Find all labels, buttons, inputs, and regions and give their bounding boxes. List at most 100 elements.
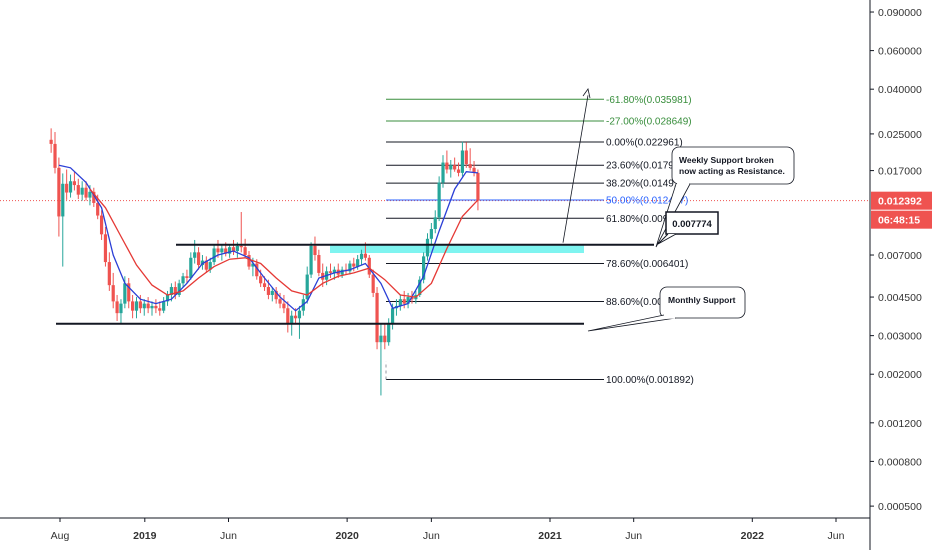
- candle-body: [406, 297, 410, 304]
- time-axis[interactable]: Aug 2019 Jun 2020 Jun 2021 Jun 2022 Jun: [0, 517, 870, 542]
- countdown-label: 06:48:15: [878, 215, 920, 227]
- candle-body: [441, 162, 445, 183]
- fibonacci-retracement[interactable]: -61.80%(0.035981) -27.00%(0.028649) 0.00%(…: [385, 95, 694, 386]
- price-tags: 0.012392 06:48:15: [871, 191, 932, 229]
- resistance-callout-box[interactable]: [671, 146, 795, 185]
- candle-body: [123, 283, 127, 304]
- candle-body: [138, 301, 142, 309]
- support-callout-box[interactable]: [659, 286, 746, 319]
- candle-body: [425, 238, 430, 257]
- candle-body: [80, 187, 84, 195]
- fib-level-label: -27.00%(0.028649): [606, 116, 692, 127]
- candle-body: [165, 294, 170, 302]
- candle-body: [472, 167, 476, 173]
- candle-body: [224, 248, 228, 254]
- price-axis[interactable]: 0.090000 0.060000 0.040000 0.025000 0.017000…: [869, 0, 922, 550]
- candle-body: [359, 253, 364, 260]
- candle-body: [65, 183, 69, 193]
- candle-body: [72, 181, 77, 186]
- candle-body: [99, 215, 104, 235]
- candle-body: [282, 303, 286, 309]
- moving-average-red: [89, 188, 479, 298]
- candle-body: [309, 245, 313, 275]
- candle-body: [243, 247, 247, 256]
- fib-level-label: 38.20%(0.014911): [606, 179, 688, 190]
- candle-body: [286, 308, 290, 324]
- price-tick-label: 0.025000: [878, 129, 922, 141]
- candle-body: [383, 335, 387, 343]
- time-tick-label: 2022: [741, 530, 765, 542]
- candle-body: [398, 299, 402, 306]
- candle-body: [247, 255, 251, 267]
- candle-body: [228, 247, 232, 254]
- fib-level-label: 88.60%(0.004294): [606, 297, 688, 308]
- horizontal-levels[interactable]: [56, 243, 654, 325]
- candle-body: [220, 248, 224, 253]
- candle-body: [297, 310, 302, 319]
- candle-body: [422, 256, 426, 280]
- level-badge-pointer: [657, 233, 677, 245]
- candles-layer: [49, 128, 480, 396]
- price-tick-label: 0.000800: [878, 456, 922, 468]
- candle-body: [437, 182, 441, 218]
- time-tick-label: 2019: [133, 530, 157, 542]
- time-tick-label: Jun: [625, 530, 642, 542]
- candle-body: [274, 290, 278, 300]
- candle-body: [162, 301, 166, 311]
- moving-averages: [58, 164, 479, 312]
- candle-body: [453, 165, 457, 170]
- candle-body: [332, 269, 336, 273]
- level-badge-box[interactable]: [665, 211, 719, 235]
- candle-body: [356, 259, 360, 267]
- candle-body: [150, 305, 154, 309]
- candle-body: [445, 162, 449, 170]
- candle-body: [255, 263, 259, 277]
- candle-body: [173, 287, 177, 295]
- price-tick-label: 0.000500: [878, 501, 922, 513]
- resistance-zone-layer: [0, 200, 870, 254]
- candle-body: [158, 308, 162, 311]
- candle-body: [402, 299, 406, 304]
- candle-body: [375, 292, 379, 343]
- price-tick-label: 0.040000: [878, 84, 922, 96]
- candle-body: [433, 217, 437, 230]
- candle-body: [328, 271, 333, 273]
- candle-body: [76, 185, 80, 195]
- candle-body: [169, 287, 174, 295]
- candle-body: [61, 183, 65, 217]
- fib-level-label: 61.80%(0.009: [606, 214, 669, 225]
- candle-body: [348, 263, 352, 272]
- candle-body: [127, 283, 131, 302]
- candle-body: [379, 335, 383, 343]
- candle-body: [239, 245, 243, 248]
- candle-body: [111, 285, 115, 302]
- candle-body: [367, 257, 371, 275]
- candle-body: [177, 283, 181, 295]
- candle-body: [235, 245, 239, 252]
- candle-body: [103, 234, 108, 263]
- candle-body: [96, 202, 100, 216]
- projection-arrow[interactable]: [562, 95, 589, 243]
- resistance-note-line-2: now acting as Resistance.: [679, 166, 785, 176]
- candle-body: [387, 323, 391, 343]
- resistance-note-line-1: Weekly Support broken: [679, 155, 774, 165]
- price-tick-label: 0.004500: [878, 292, 922, 304]
- time-tick-label: 2020: [335, 530, 359, 542]
- resistance-zone[interactable]: [330, 244, 584, 254]
- candle-body: [449, 165, 453, 170]
- candle-body: [53, 143, 57, 168]
- candle-body: [468, 164, 472, 168]
- candle-body: [115, 301, 119, 314]
- price-tick-label: 0.017000: [878, 166, 922, 178]
- candle-body: [119, 303, 123, 314]
- candle-body: [352, 263, 356, 267]
- candle-body: [92, 191, 96, 203]
- candle-body: [146, 303, 150, 309]
- candle-body: [84, 187, 88, 198]
- price-tick-label: 0.007000: [878, 250, 922, 262]
- countdown-tag: [871, 210, 932, 229]
- candle-body: [107, 262, 111, 286]
